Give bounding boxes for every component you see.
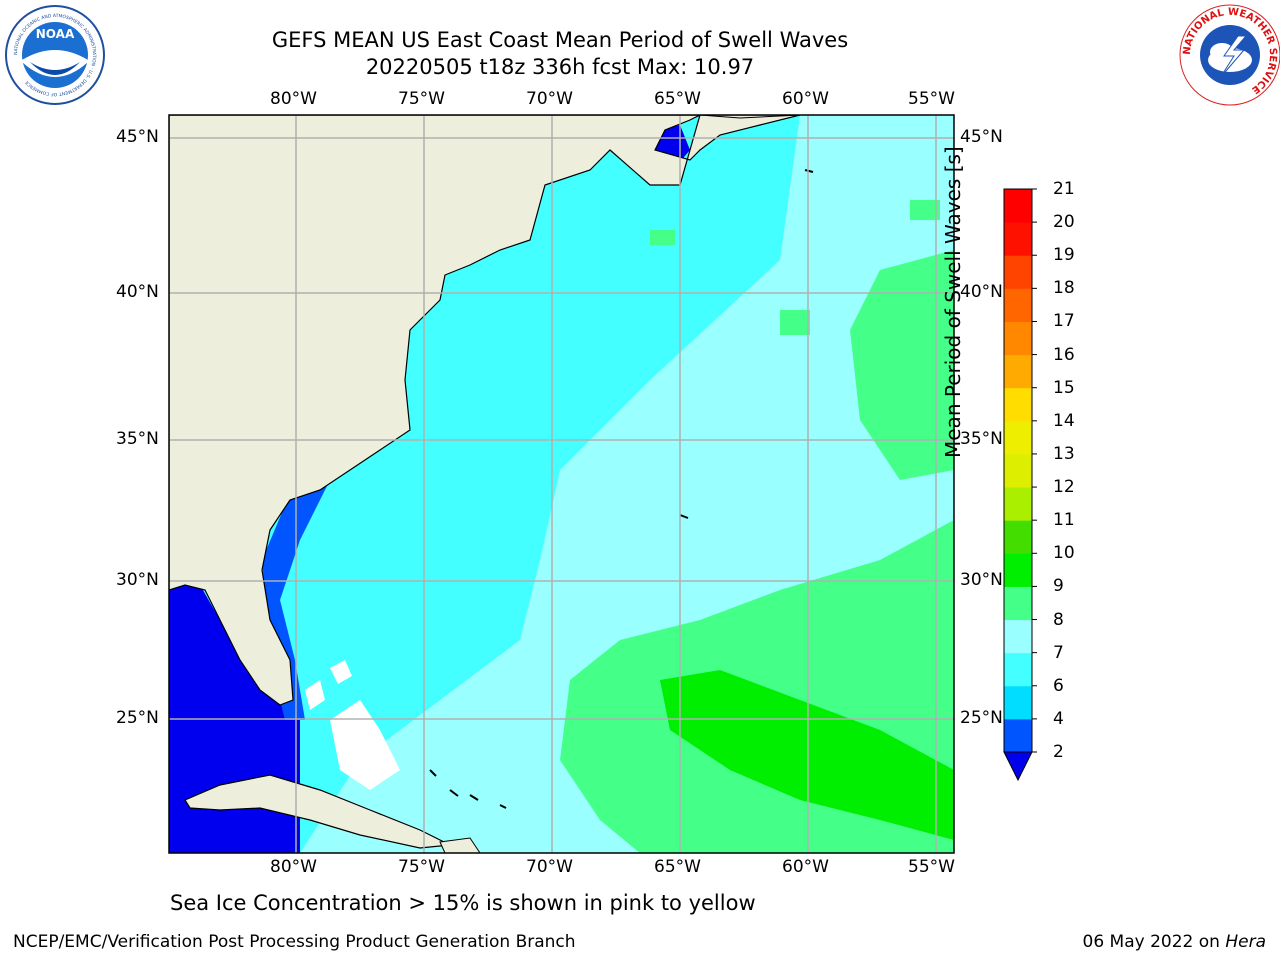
colorbar-tick-label: 12 <box>1053 477 1075 498</box>
field-10-11s <box>660 670 954 840</box>
colorbar-segment <box>1004 718 1032 753</box>
colorbar-segment <box>1004 354 1032 389</box>
svg-text:NOAA: NOAA <box>36 27 75 41</box>
colorbar-segment <box>1004 520 1032 554</box>
colorbar-tick-label: 20 <box>1053 212 1075 233</box>
colorbar-segment <box>1004 487 1032 521</box>
colorbar-tick-label: 6 <box>1053 675 1064 696</box>
colorbar-tick-label: 19 <box>1053 245 1075 266</box>
field-9-10s-north <box>850 250 954 480</box>
lon-label-bottom: 80°W <box>270 857 317 877</box>
colorbar <box>1003 188 1037 782</box>
lon-label-bottom: 55°W <box>908 857 955 877</box>
colorbar-segment <box>1004 453 1032 488</box>
colorbar-tick-label: 9 <box>1053 576 1064 597</box>
lon-label-bottom: 60°W <box>782 857 829 877</box>
colorbar-segment <box>1004 420 1032 455</box>
noaa-logo: NOAA NATIONAL OCEANIC AND ATMOSPHERIC AD… <box>5 5 105 105</box>
colorbar-tick-label: 14 <box>1053 410 1075 431</box>
lon-label-bottom: 70°W <box>526 857 573 877</box>
lat-label-left: 30°N <box>116 570 159 590</box>
colorbar-label: Mean Period of Swell Waves [s] <box>941 146 966 458</box>
colorbar-tick-label: 11 <box>1053 510 1075 531</box>
map-frame <box>168 114 955 854</box>
colorbar-tick-label: 18 <box>1053 278 1075 299</box>
map-plot <box>169 115 954 853</box>
lat-label-right: 25°N <box>960 708 1003 728</box>
footer-date-text: 06 May 2022 on <box>1082 932 1226 952</box>
colorbar-segment <box>1004 619 1032 654</box>
sea-ice-note: Sea Ice Concentration > 15% is shown in … <box>170 891 756 915</box>
colorbar-segment <box>1004 255 1032 289</box>
lat-label-left: 45°N <box>116 127 159 147</box>
colorbar-extend <box>1003 751 1033 782</box>
footer-branch: NCEP/EMC/Verification Post Processing Pr… <box>13 932 576 952</box>
lon-label-top: 80°W <box>270 89 317 109</box>
colorbar-segment <box>1004 685 1032 720</box>
lon-label-top: 75°W <box>398 89 445 109</box>
colorbar-tick-label: 4 <box>1053 708 1064 729</box>
lat-label-right: 30°N <box>960 570 1003 590</box>
lat-label-right: 40°N <box>960 282 1003 302</box>
lon-label-bottom: 65°W <box>654 857 701 877</box>
colorbar-segment <box>1004 288 1032 322</box>
colorbar-frame <box>1003 188 1033 753</box>
colorbar-tick-label: 13 <box>1053 443 1075 464</box>
lat-label-right: 45°N <box>960 127 1003 147</box>
nws-logo: NATIONAL WEATHER SERVICE <box>1179 4 1280 106</box>
chart-title: GEFS MEAN US East Coast Mean Period of S… <box>271 28 849 52</box>
colorbar-segment <box>1004 321 1032 356</box>
colorbar-segment <box>1004 586 1032 621</box>
lon-label-top: 65°W <box>654 89 701 109</box>
colorbar-tick-label: 8 <box>1053 609 1064 630</box>
graticule <box>169 115 954 853</box>
lat-label-right: 35°N <box>960 429 1003 449</box>
footer-date: 06 May 2022 on Hera <box>1083 932 1267 952</box>
lat-label-left: 40°N <box>116 282 159 302</box>
colorbar-tick-label: 17 <box>1053 311 1075 332</box>
lon-label-top: 70°W <box>526 89 573 109</box>
lat-label-left: 35°N <box>116 429 159 449</box>
colorbar-tick-label: 16 <box>1053 344 1075 365</box>
lon-label-top: 60°W <box>782 89 829 109</box>
colorbar-tick-label: 21 <box>1053 179 1075 199</box>
lon-label-top: 55°W <box>908 89 955 109</box>
colorbar-segment <box>1004 222 1032 256</box>
chart-subtitle: 20220505 t18z 336h fcst Max: 10.97 <box>365 55 755 79</box>
land-cuba <box>184 774 453 849</box>
land-north-america <box>169 115 801 706</box>
island-marks <box>429 169 814 809</box>
colorbar-segment <box>1004 652 1032 687</box>
colorbar-tick-label: 10 <box>1053 543 1075 564</box>
colorbar-tick-label: 7 <box>1053 642 1064 663</box>
colorbar-segment <box>1004 387 1032 422</box>
colorbar-segment <box>1004 189 1032 223</box>
colorbar-tick-label: 15 <box>1053 377 1075 398</box>
footer-host: Hera <box>1225 932 1266 952</box>
lat-label-left: 25°N <box>116 708 159 728</box>
lon-label-bottom: 75°W <box>398 857 445 877</box>
colorbar-segment <box>1004 553 1032 587</box>
colorbar-tick-label: 2 <box>1053 742 1064 762</box>
